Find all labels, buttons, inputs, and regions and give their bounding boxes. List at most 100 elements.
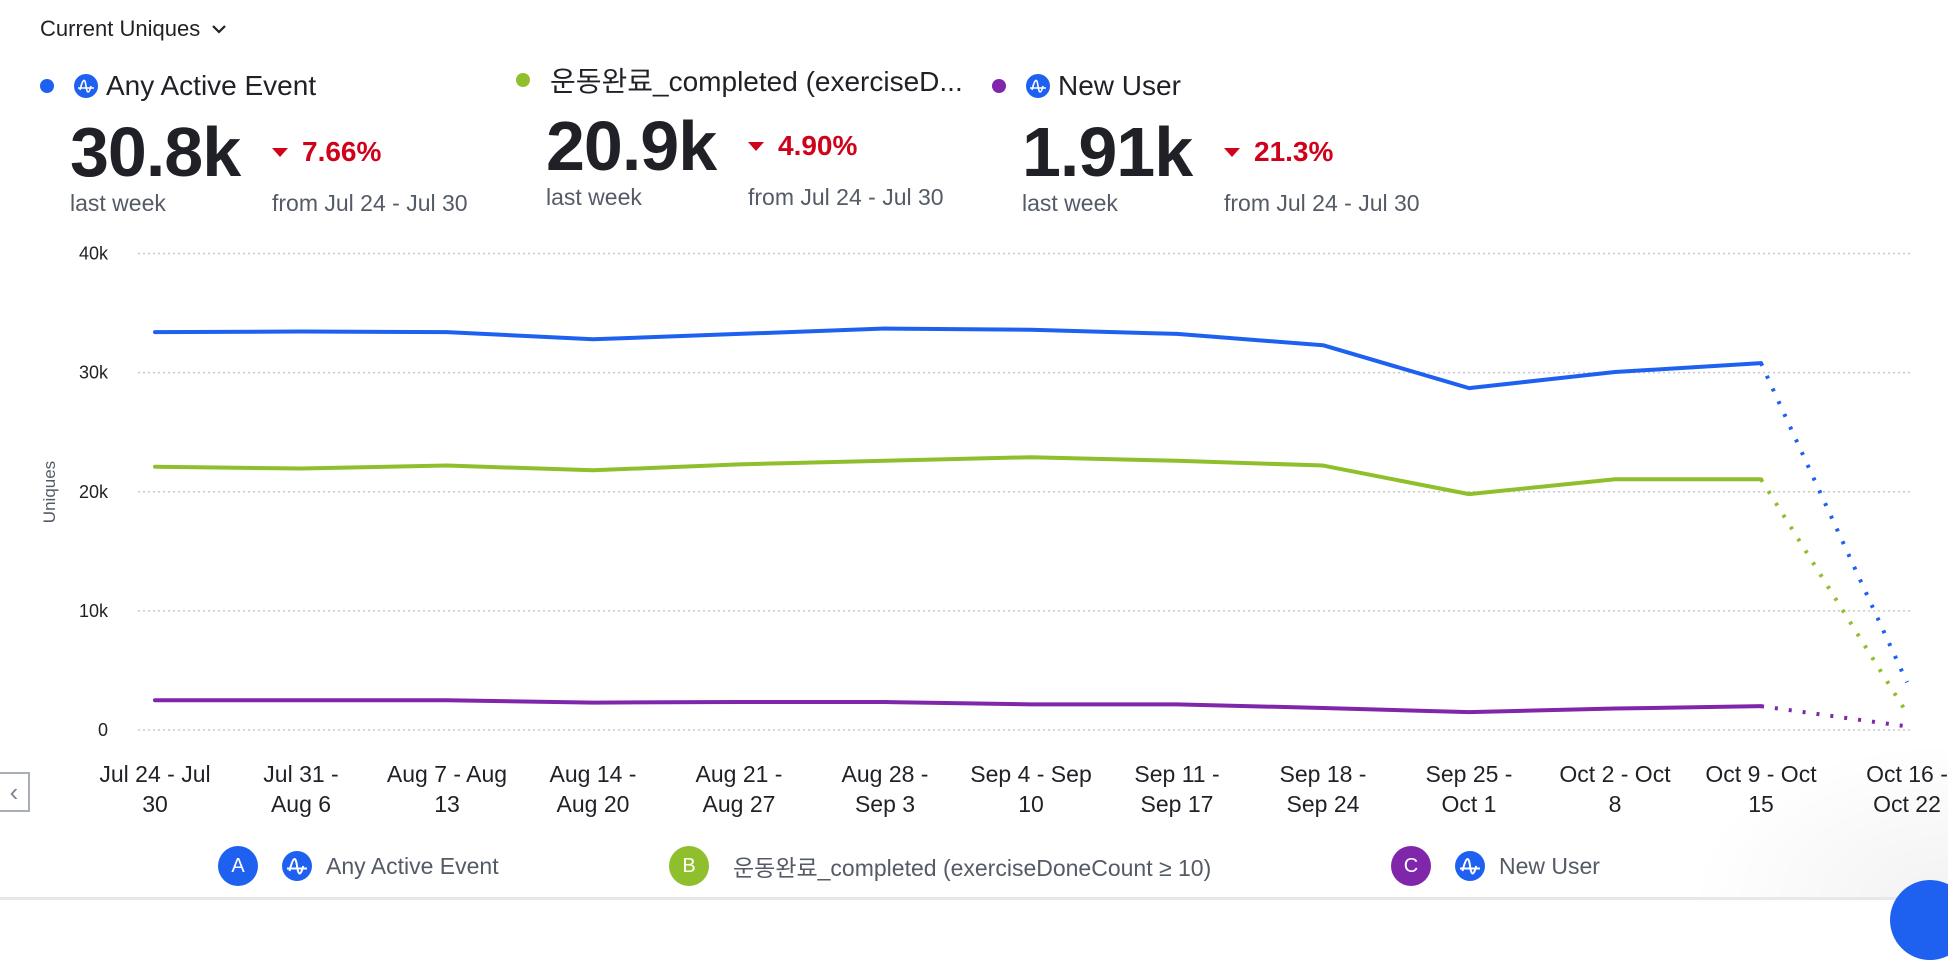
series-color-dot <box>516 73 530 87</box>
amplitude-icon <box>282 851 312 881</box>
x-tick-line1: Oct 9 - Oct <box>1705 761 1817 787</box>
legend-label: 운동완료_completed (exerciseDoneCount ≥ 10) <box>733 855 1212 881</box>
legend-item-c[interactable]: C New User <box>1391 846 1600 886</box>
x-tick-line2: Oct 1 <box>1442 791 1497 817</box>
legend-item-a[interactable]: A Any Active Event <box>218 846 499 886</box>
kpi-change-value: 4.90% <box>778 130 858 161</box>
kpi-change-value: 7.66% <box>302 136 382 167</box>
x-tick-line1: Aug 21 - <box>696 761 783 787</box>
y-axis: 0 10k 20k 30k 40k <box>79 244 109 741</box>
x-tick-label: Oct 9 - Oct 15 <box>1705 761 1817 817</box>
x-tick-line2: 15 <box>1748 791 1774 817</box>
x-tick-label: Aug 14 - Aug 20 <box>550 761 637 817</box>
x-tick-line2: 10 <box>1018 791 1044 817</box>
y-axis-label: Uniques <box>40 461 59 523</box>
kpi-value-caption: last week <box>546 184 642 210</box>
x-tick-line2: Sep 3 <box>855 791 915 817</box>
kpi-change: 7.66% <box>272 136 381 168</box>
down-triangle-icon <box>272 147 288 157</box>
kpi-any-active-event: Any Active Event 30.8k last week 7.66% f… <box>40 66 468 216</box>
series-line-incomplete <box>1759 478 1909 715</box>
metric-selector-label: Current Uniques <box>40 16 201 41</box>
kpi-title: Any Active Event <box>106 70 317 101</box>
kpi-new-user: New User 1.91k last week 21.3% from Jul … <box>992 66 1420 216</box>
x-tick-label: Oct 16 - Oct 22 <box>1866 761 1948 817</box>
x-tick-label: Sep 18 - Sep 24 <box>1280 761 1367 817</box>
amplitude-icon <box>74 74 98 98</box>
x-tick-line2: Aug 27 <box>703 791 776 817</box>
x-tick-line1: Sep 4 - Sep <box>970 761 1091 787</box>
legend-label: Any Active Event <box>326 852 499 879</box>
kpi-exercise-completed: 운동완료_completed (exerciseD... 20.9k last … <box>516 60 963 210</box>
kpi-change-value: 21.3% <box>1254 136 1334 167</box>
series-3 <box>153 698 1908 729</box>
series-color-dot <box>40 79 54 93</box>
x-tick-line2: 13 <box>434 791 460 817</box>
kpi-change: 21.3% <box>1224 136 1333 168</box>
metric-selector[interactable]: Current Uniques <box>40 16 228 42</box>
x-tick-line1: Jul 24 - Jul <box>99 761 210 787</box>
kpi-change: 4.90% <box>748 130 857 162</box>
x-tick-label: Oct 2 - Oct 8 <box>1559 761 1671 817</box>
kpi-value: 30.8k <box>70 113 241 191</box>
x-tick-line2: Aug 20 <box>557 791 630 817</box>
legend-item-b[interactable]: B 운동완료_completed (exerciseDoneCount ≥ 10… <box>669 846 1211 886</box>
chart-legend: A Any Active Event B 운동완료_completed (exe… <box>0 846 1948 886</box>
series-line-incomplete <box>1759 362 1909 684</box>
x-tick-line1: Oct 2 - Oct <box>1559 761 1671 787</box>
x-tick-line1: Aug 7 - Aug <box>387 761 507 787</box>
x-tick-label: Aug 28 - Sep 3 <box>842 761 929 817</box>
chevron-left-icon: ‹ <box>9 776 19 807</box>
x-tick-label: Jul 24 - Jul 30 <box>99 761 210 817</box>
x-tick-line1: Aug 14 - <box>550 761 637 787</box>
kpi-value-caption: last week <box>1022 190 1118 216</box>
x-tick-label: Aug 7 - Aug 13 <box>387 761 507 817</box>
kpi-change-caption: from Jul 24 - Jul 30 <box>272 190 468 216</box>
x-tick-label: Sep 25 - Oct 1 <box>1426 761 1513 817</box>
x-tick-line2: Sep 24 <box>1287 791 1360 817</box>
previous-page-button[interactable]: ‹ <box>0 772 30 812</box>
kpi-title: New User <box>1058 70 1181 101</box>
x-tick-line1: Oct 16 - <box>1866 761 1948 787</box>
x-tick-line2: Sep 17 <box>1141 791 1214 817</box>
x-tick-label: Jul 31 - Aug 6 <box>263 761 338 817</box>
y-tick-label: 30k <box>79 363 109 383</box>
kpi-change-caption: from Jul 24 - Jul 30 <box>1224 190 1420 216</box>
series-2 <box>153 455 1909 715</box>
legend-badge: B <box>669 846 709 886</box>
series-line <box>153 698 1763 715</box>
legend-label: New User <box>1499 852 1600 879</box>
x-tick-line1: Jul 31 - <box>263 761 338 787</box>
amplitude-icon <box>1455 851 1485 881</box>
x-tick-line2: 8 <box>1609 791 1622 817</box>
x-tick-line1: Aug 28 - <box>842 761 929 787</box>
legend-badge: A <box>218 846 258 886</box>
chevron-down-icon <box>212 25 226 34</box>
x-axis: Jul 24 - Jul 30 Jul 31 - Aug 6 Aug 7 - Aug 13… <box>99 761 1948 817</box>
x-tick-line2: Oct 22 <box>1873 791 1941 817</box>
series-line <box>153 326 1763 391</box>
x-tick-label: Sep 11 - Sep 17 <box>1134 761 1219 817</box>
series-color-dot <box>992 79 1006 93</box>
down-triangle-icon <box>1224 147 1240 157</box>
kpi-title: 운동완료_completed (exerciseD... <box>550 66 963 97</box>
corner-shadow <box>1688 740 1948 900</box>
x-tick-label: Aug 21 - Aug 27 <box>696 761 783 817</box>
x-tick-line2: Aug 6 <box>271 791 331 817</box>
series-line-incomplete <box>1760 704 1908 729</box>
y-tick-label: 40k <box>79 244 109 264</box>
kpi-change-caption: from Jul 24 - Jul 30 <box>748 184 944 210</box>
kpi-value-caption: last week <box>70 190 166 216</box>
series-lines <box>153 326 1909 729</box>
down-triangle-icon <box>748 141 764 151</box>
legend-badge: C <box>1391 846 1431 886</box>
y-tick-label: 10k <box>79 601 109 621</box>
kpi-value: 1.91k <box>1022 113 1193 191</box>
divider <box>0 897 1948 900</box>
series-line <box>153 455 1763 497</box>
series-1 <box>153 326 1909 684</box>
kpi-value: 20.9k <box>546 107 717 185</box>
y-tick-label: 20k <box>79 482 109 502</box>
x-tick-line1: Sep 25 - <box>1426 761 1513 787</box>
